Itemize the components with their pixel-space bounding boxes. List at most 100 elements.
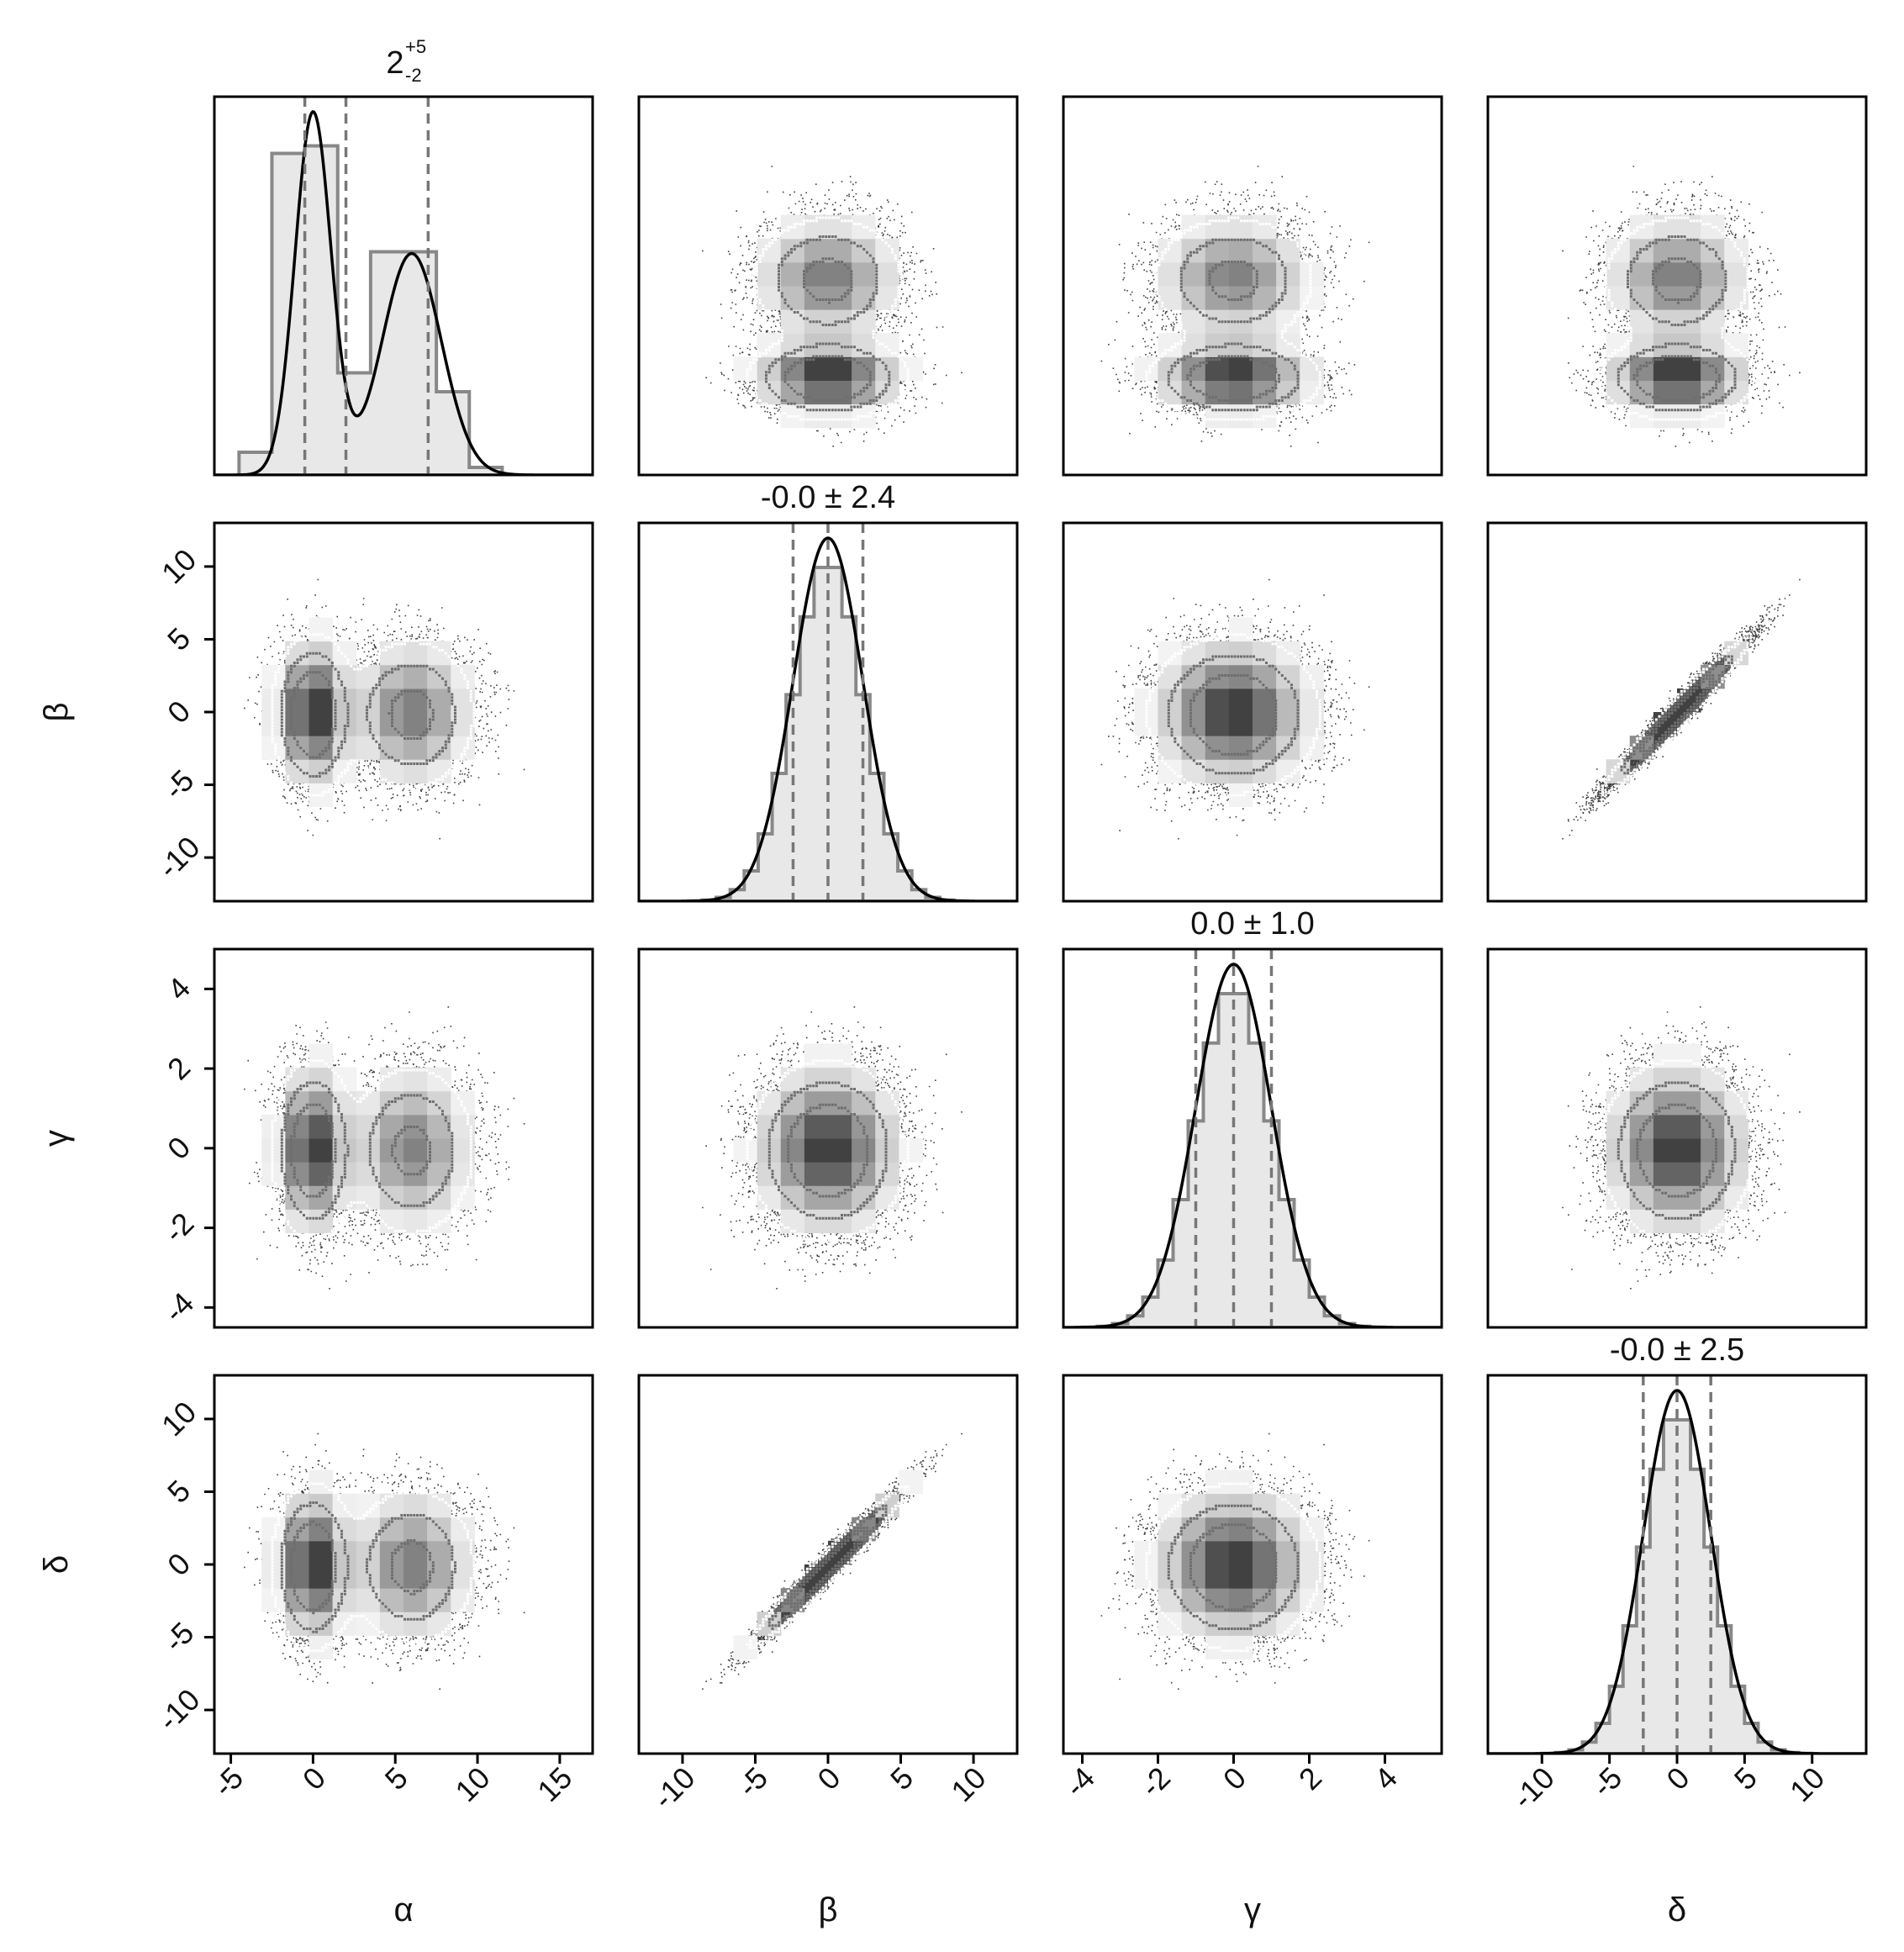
y-tick-label: 0 <box>161 1546 197 1582</box>
y-tick-label: 0 <box>161 694 197 730</box>
density-cell <box>285 1564 309 1589</box>
density-cell <box>899 1469 923 1495</box>
diag-title-alpha: 2 <box>386 45 403 81</box>
density-cell <box>427 1090 451 1116</box>
density-cell <box>309 1138 334 1163</box>
density-cell <box>1228 333 1253 357</box>
panel-r1-c1 <box>637 521 1019 903</box>
x-tick-label: -10 <box>646 1760 702 1816</box>
x-tick-label: 5 <box>1727 1760 1764 1796</box>
density-cell <box>356 1185 381 1210</box>
density-cell <box>1276 759 1300 783</box>
x-tick-label: 0 <box>1216 1760 1253 1796</box>
x-axis-label: α <box>393 1891 413 1928</box>
y-axis-label: γ <box>38 1130 75 1147</box>
density-cell <box>828 1138 852 1163</box>
density-cell <box>1228 1612 1253 1636</box>
density-cell <box>780 261 805 287</box>
y-tick-label: 5 <box>161 621 197 657</box>
density-cell <box>733 1138 758 1163</box>
density-cell <box>1228 1564 1253 1589</box>
density-cell <box>780 1185 805 1210</box>
density-cell <box>356 736 381 760</box>
density-cell <box>427 1588 451 1612</box>
density-cell <box>1228 664 1253 689</box>
density-cell <box>1158 1564 1183 1589</box>
density-cell <box>1300 356 1324 381</box>
density-cell <box>1205 688 1230 713</box>
panel-content <box>1100 578 1370 840</box>
diag-title-alpha-lower: -2 <box>405 65 422 86</box>
density-cell <box>1629 1138 1654 1163</box>
panel-content <box>244 1432 525 1690</box>
density-cell <box>1205 1612 1230 1636</box>
y-tick-label: 10 <box>155 1395 203 1443</box>
density-cell <box>309 1635 334 1659</box>
density-cell <box>1158 261 1183 287</box>
density-cell <box>1158 1540 1183 1565</box>
density-cell <box>1724 333 1748 357</box>
density-cell <box>285 1138 309 1163</box>
density-cell <box>1253 1540 1277 1565</box>
density-cell <box>1677 1114 1701 1139</box>
density-cell <box>309 1090 334 1116</box>
panel-r1-c2 <box>1062 521 1443 903</box>
density-cell <box>1228 759 1253 783</box>
density-cell <box>1300 1517 1324 1542</box>
density-cell <box>1205 214 1230 240</box>
density-cell <box>804 404 829 429</box>
density-cell <box>780 1067 805 1092</box>
density-cell <box>261 1588 286 1612</box>
density-cell <box>1677 261 1701 287</box>
density-cell <box>427 1517 451 1542</box>
density-cell <box>285 712 309 736</box>
density-cell <box>804 1114 829 1139</box>
density-cell <box>852 1138 876 1163</box>
density-cell <box>1253 309 1277 334</box>
x-tick-label: 0 <box>810 1760 847 1796</box>
density-cell <box>1181 1493 1206 1518</box>
density-cell <box>1276 1540 1300 1565</box>
density-cell <box>1653 1209 1678 1233</box>
panel-frame <box>1486 521 1868 903</box>
density-cell <box>1653 261 1678 287</box>
panel-frame <box>213 95 594 477</box>
density-cell <box>828 1209 852 1233</box>
density-cell <box>1253 1517 1277 1542</box>
density-cell <box>1228 261 1253 287</box>
density-cell <box>427 1114 451 1139</box>
density-cell <box>1228 688 1253 713</box>
panel-r0-c3 <box>1486 95 1868 477</box>
x-tick-label: 10 <box>1783 1760 1831 1808</box>
density-cell <box>1701 1090 1725 1116</box>
density-cell <box>757 286 782 310</box>
density-cell <box>804 333 829 357</box>
density-cell <box>1205 1564 1230 1589</box>
panel-content <box>1562 1006 1801 1290</box>
density-cell <box>309 1067 334 1092</box>
density-cell <box>1276 712 1300 736</box>
density-cell <box>1181 238 1206 263</box>
density-cell <box>1253 688 1277 713</box>
density-cell <box>332 1090 357 1116</box>
density-cell <box>1276 286 1300 310</box>
density-cell <box>261 1517 286 1542</box>
density-cell <box>1629 333 1654 357</box>
density-cell <box>1205 286 1230 310</box>
density-cell <box>1300 261 1324 287</box>
density-cell <box>1606 1114 1631 1139</box>
density-cell <box>852 286 876 310</box>
x-tick-label: 5 <box>378 1760 414 1796</box>
density-cell <box>427 712 451 736</box>
density-cell <box>1629 1090 1654 1116</box>
panel-content <box>244 1006 525 1290</box>
density-cell <box>1228 617 1253 642</box>
density-cell <box>1205 1469 1230 1495</box>
density-cell <box>1205 1517 1230 1542</box>
density-cell <box>451 664 475 689</box>
density-cell <box>356 1588 381 1612</box>
density-cell <box>356 712 381 736</box>
density-cell <box>757 1185 782 1210</box>
panel-content <box>244 578 525 840</box>
density-cell <box>356 688 381 713</box>
